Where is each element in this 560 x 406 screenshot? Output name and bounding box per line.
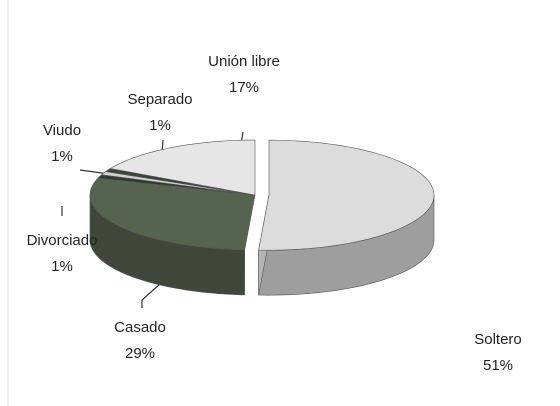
category-label: Divorciado: [27, 232, 98, 249]
value-label: 1%: [149, 117, 171, 134]
value-label: 29%: [125, 345, 155, 362]
value-label: 17%: [229, 79, 259, 96]
category-label: Viudo: [43, 122, 81, 139]
value-label: 51%: [483, 357, 513, 374]
category-label: Casado: [114, 319, 166, 336]
category-label: Unión libre: [208, 53, 280, 70]
pie: [89, 139, 435, 296]
category-label: Separado: [127, 91, 192, 108]
slice: [109, 139, 256, 196]
value-label: 1%: [51, 258, 73, 275]
value-label: 1%: [51, 148, 73, 165]
category-label: Soltero: [474, 331, 522, 348]
labels: Soltero 51% Casado 29% Divorciado 1% Viudo 1% Se…: [27, 53, 522, 374]
slice: [89, 177, 256, 251]
slice: [258, 139, 435, 251]
